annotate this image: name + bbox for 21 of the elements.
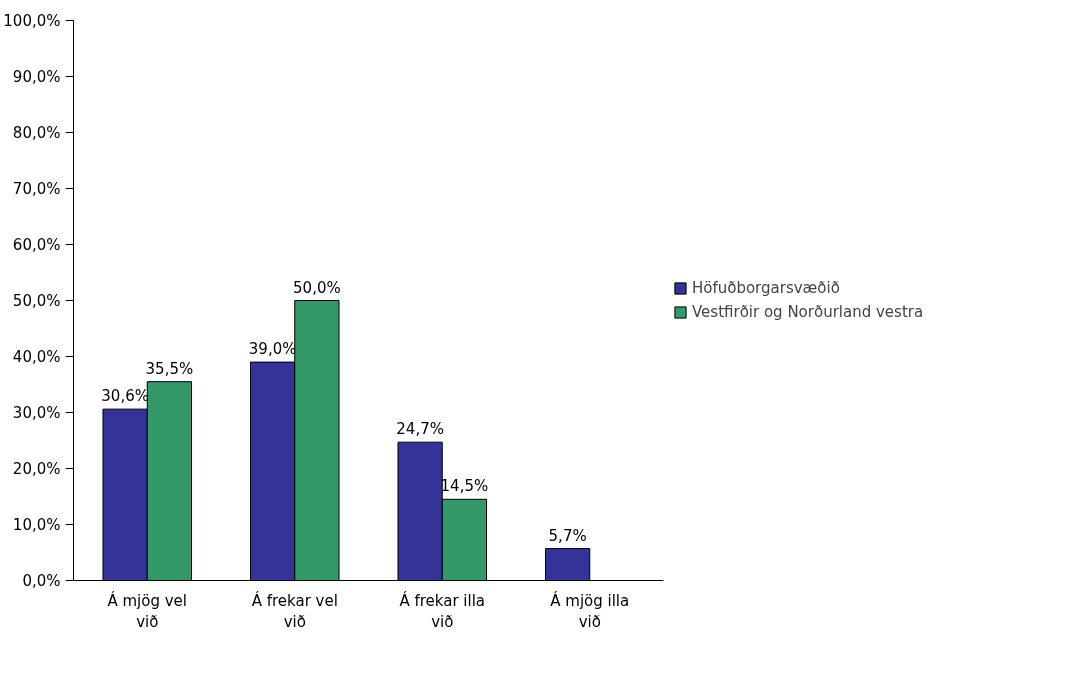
data-label: 35,5% (145, 359, 194, 378)
data-label: 24,7% (396, 420, 444, 439)
y-tick-label: 90,0% (12, 67, 61, 86)
y-tick-label: 30,0% (12, 403, 61, 422)
y-tick-label: 100,0% (3, 11, 61, 30)
y-tick-label: 20,0% (12, 459, 61, 478)
y-tick-label: 80,0% (12, 123, 61, 142)
y-tick-label: 60,0% (12, 235, 61, 254)
x-tick-label: Á mjög vel við (107, 590, 188, 632)
y-tick-label: 40,0% (12, 347, 61, 366)
x-tick-label: Á frekar vel við (251, 590, 338, 632)
legend-label: Höfuðborgarsvæðið (692, 279, 840, 297)
legend-label: Vestfirðir og Norðurland vestra (692, 303, 924, 321)
y-tick-label: 0,0% (22, 571, 61, 590)
data-label: 50,0% (293, 278, 341, 297)
x-tick-label: Á mjög illa við (550, 590, 630, 632)
x-tick-label: Á frekar illa við (399, 590, 486, 632)
y-tick-label: 10,0% (12, 515, 61, 534)
data-label: 5,7% (548, 526, 587, 545)
y-tick-label: 70,0% (12, 179, 61, 198)
y-tick-label: 50,0% (12, 291, 61, 310)
